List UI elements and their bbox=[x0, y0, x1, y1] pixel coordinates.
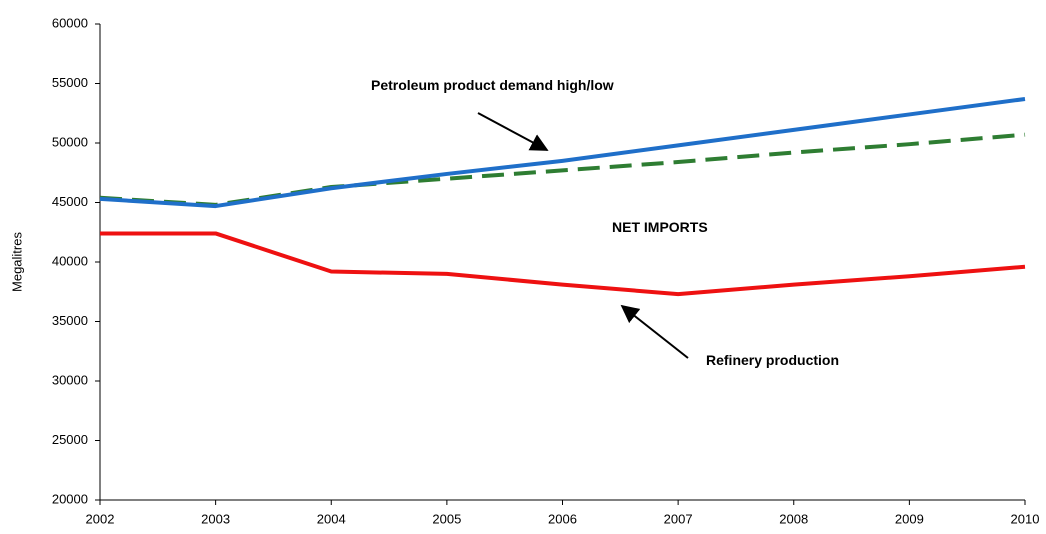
x-tick-label: 2006 bbox=[548, 511, 577, 526]
line-series bbox=[99, 132, 1026, 207]
line-series bbox=[99, 96, 1026, 209]
y-tick-label: 40000 bbox=[52, 253, 88, 268]
arrow bbox=[477, 112, 549, 151]
x-tick-label: 2007 bbox=[664, 511, 693, 526]
y-tick-label: 45000 bbox=[52, 194, 88, 209]
annotation: Petroleum product demand high/low bbox=[371, 77, 614, 93]
x-tick-label: 2005 bbox=[432, 511, 461, 526]
x-tick-label: 2003 bbox=[201, 511, 230, 526]
y-tick-label: 30000 bbox=[52, 372, 88, 387]
y-tick-label: 55000 bbox=[52, 75, 88, 90]
x-tick-label: 2010 bbox=[1011, 511, 1040, 526]
annotation: Refinery production bbox=[706, 352, 840, 368]
y-axis-label: Megalitres bbox=[9, 232, 24, 292]
y-tick-label: 50000 bbox=[52, 134, 88, 149]
arrow bbox=[620, 304, 689, 359]
annotation: NET IMPORTS bbox=[612, 219, 708, 235]
y-tick-label: 35000 bbox=[52, 313, 88, 328]
y-tick-label: 60000 bbox=[52, 15, 88, 30]
x-tick-label: 2004 bbox=[317, 511, 346, 526]
x-tick-label: 2009 bbox=[895, 511, 924, 526]
y-tick-label: 20000 bbox=[52, 491, 88, 506]
line-series bbox=[100, 231, 1026, 297]
x-tick-label: 2008 bbox=[779, 511, 808, 526]
x-tick-label: 2002 bbox=[86, 511, 115, 526]
y-tick-label: 25000 bbox=[52, 432, 88, 447]
